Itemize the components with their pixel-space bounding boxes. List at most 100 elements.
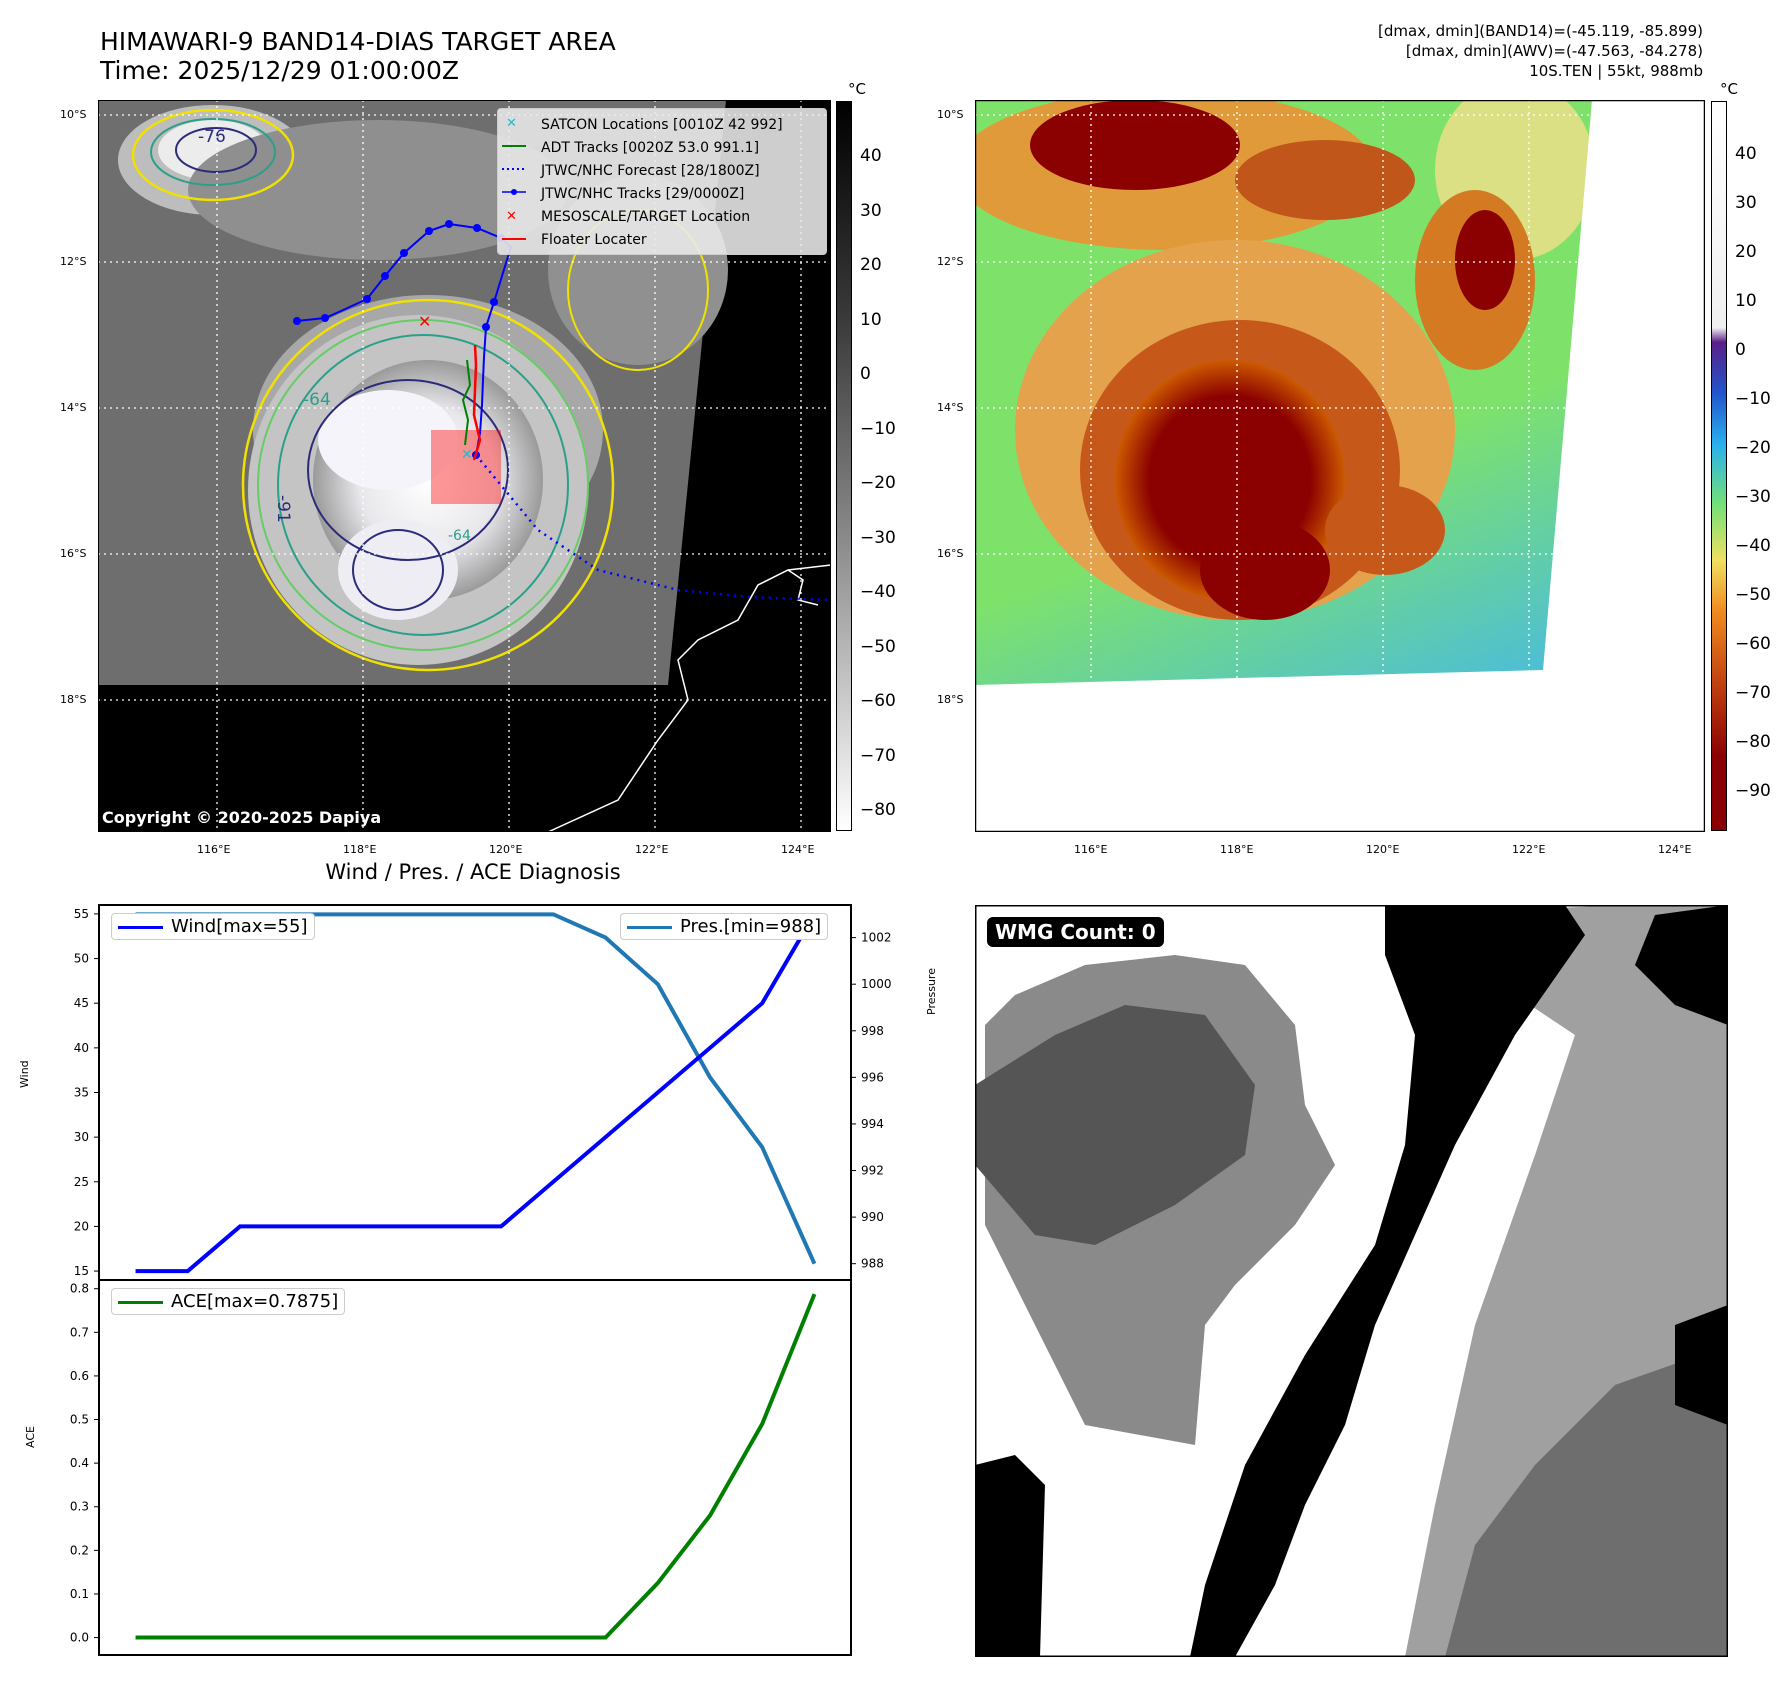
wind-legend-swatch bbox=[118, 925, 163, 929]
ace-ytick-label: 0.8 bbox=[70, 1282, 89, 1296]
lat-label: 16°S bbox=[937, 547, 964, 560]
pressure-ytick-label: 998 bbox=[861, 1024, 884, 1038]
colorbar-gray-tick: −40 bbox=[860, 582, 896, 602]
wmg-region bbox=[1445, 1345, 1728, 1657]
colorbar-color bbox=[1711, 101, 1727, 831]
colorbar-color-tick: 20 bbox=[1735, 242, 1757, 262]
pressure-ytick-label: 996 bbox=[861, 1070, 884, 1084]
lat-label: 16°S bbox=[60, 547, 87, 560]
wind-ytick-label: 30 bbox=[74, 1130, 89, 1144]
contour-label: -91 bbox=[273, 495, 293, 523]
colorbar-color-ticks: 40 30 20 10 0 −10 −20 −30 −40 −50 −60 −70 −80 −90 bbox=[1735, 101, 1775, 831]
lon-label: 124°E bbox=[1658, 843, 1692, 856]
legend-floater: Floater Locater bbox=[541, 232, 647, 248]
ace-ytick-label: 0.3 bbox=[70, 1500, 89, 1514]
coastline bbox=[547, 564, 831, 832]
contour-label: -64 bbox=[303, 390, 331, 410]
wind-ytick-label: 20 bbox=[74, 1219, 89, 1233]
colorbar-unit: °C bbox=[1720, 80, 1738, 98]
pres-legend: Pres.[min=988] bbox=[620, 913, 829, 940]
ace-ytick-label: 0.1 bbox=[70, 1587, 89, 1601]
adt-track bbox=[461, 359, 472, 446]
copyright: Copyright © 2020-2025 Dapiya bbox=[102, 808, 382, 827]
pressure-ytick-label: 990 bbox=[861, 1210, 884, 1224]
awv-map bbox=[975, 100, 1705, 832]
colorbar-color-tick: −90 bbox=[1735, 781, 1771, 801]
pres-legend-label: Pres.[min=988] bbox=[680, 916, 822, 937]
pressure-ytick-label: 994 bbox=[861, 1117, 884, 1131]
colorbar-gray-tick: −50 bbox=[860, 636, 896, 657]
svg-text:✕: ✕ bbox=[506, 116, 517, 131]
floater-locater bbox=[472, 344, 482, 461]
wmg-count: WMG Count: 0 bbox=[987, 917, 1164, 947]
pres-legend-swatch bbox=[627, 925, 672, 929]
lat-label: 14°S bbox=[60, 401, 87, 414]
figure-title: HIMAWARI-9 BAND14-DIAS TARGET AREA bbox=[100, 27, 616, 56]
colorbar-color-tick: 30 bbox=[1735, 193, 1757, 213]
contour-label: -76 bbox=[198, 127, 226, 147]
lat-label: 12°S bbox=[937, 255, 964, 268]
legend-satcon: SATCON Locations [0010Z 42 992] bbox=[541, 117, 783, 133]
legend-jtwc-track: JTWC/NHC Tracks [29/0000Z] bbox=[541, 186, 745, 202]
jtwc-forecast bbox=[475, 454, 831, 602]
svg-text:✕: ✕ bbox=[506, 209, 517, 224]
ace-ylabel: ACE bbox=[24, 1426, 37, 1448]
diagnosis-title: Wind / Pres. / ACE Diagnosis bbox=[325, 860, 621, 884]
colorbar-gray-tick: 10 bbox=[860, 309, 882, 330]
colorbar-color-tick: −50 bbox=[1735, 585, 1771, 605]
target-marker: ✕ bbox=[418, 312, 431, 331]
jtwc-track bbox=[296, 222, 513, 456]
lon-label: 120°E bbox=[489, 843, 523, 856]
wmg-region bbox=[975, 1005, 1255, 1245]
lat-label: 12°S bbox=[60, 255, 87, 268]
wind-ytick-label: 45 bbox=[74, 996, 89, 1010]
lon-label: 122°E bbox=[1512, 843, 1546, 856]
wind-ytick-label: 40 bbox=[74, 1041, 89, 1055]
lat-label: 18°S bbox=[60, 693, 87, 706]
colorbar-color-tick: 0 bbox=[1735, 340, 1746, 360]
colorbar-color-tick: −60 bbox=[1735, 634, 1771, 654]
colorbar-gray-tick: −70 bbox=[860, 745, 896, 766]
legend-forecast: JTWC/NHC Forecast [28/1800Z] bbox=[541, 163, 760, 179]
colorbar-color-tick: −20 bbox=[1735, 438, 1771, 458]
ace-ytick-label: 0.5 bbox=[70, 1413, 89, 1427]
wmg-panel: WMG Count: 0 bbox=[975, 905, 1728, 1657]
lat-label: 10°S bbox=[60, 108, 87, 121]
lon-label: 118°E bbox=[1220, 843, 1254, 856]
lon-label: 116°E bbox=[197, 843, 231, 856]
colorbar-gray-tick: 30 bbox=[860, 200, 882, 221]
lon-label: 116°E bbox=[1074, 843, 1108, 856]
lon-label: 124°E bbox=[781, 843, 815, 856]
wind-ytick-label: 55 bbox=[74, 907, 89, 921]
legend-adt: ADT Tracks [0020Z 53.0 991.1] bbox=[541, 140, 760, 156]
wind-ytick-label: 50 bbox=[74, 952, 89, 966]
contour-label: -64 bbox=[448, 528, 471, 544]
colorbar-gray-tick: −30 bbox=[860, 527, 896, 548]
colorbar-gray-tick: 0 bbox=[860, 364, 871, 384]
diagnosis-charts: 15 20 25 30 35 40 45 50 55 988 990 992 994 996 998 1000… bbox=[0, 895, 950, 1685]
ace-ytick-label: 0.0 bbox=[70, 1631, 89, 1645]
ace-frame bbox=[98, 1279, 852, 1656]
colorbar-gray bbox=[836, 101, 852, 831]
ace-ytick-label: 0.6 bbox=[70, 1369, 89, 1383]
wmg-region bbox=[1190, 905, 1585, 1657]
wind-ytick-label: 25 bbox=[74, 1175, 89, 1189]
colorbar-color-tick: 40 bbox=[1735, 144, 1757, 164]
wind-line bbox=[135, 912, 817, 1274]
colorbar-gray-tick: −60 bbox=[860, 691, 896, 711]
lat-label: 18°S bbox=[937, 693, 964, 706]
colorbar-gray-tick: −80 bbox=[860, 800, 896, 820]
info-line-2: [dmax, dmin](AWV)=(-47.563, -84.278) bbox=[1405, 42, 1703, 60]
lon-label: 118°E bbox=[343, 843, 377, 856]
ace-legend: ACE[max=0.7875] bbox=[111, 1288, 346, 1315]
jtwc-track-points bbox=[293, 220, 505, 459]
colorbar-color-tick: 10 bbox=[1735, 291, 1757, 311]
wind-ytick-label: 35 bbox=[74, 1086, 89, 1100]
lon-label: 122°E bbox=[635, 843, 669, 856]
colorbar-gray-ticks: 40 30 20 10 0 −10 −20 −30 −40 −50 −60 −70 −80 bbox=[860, 101, 900, 831]
ace-legend-label: ACE[max=0.7875] bbox=[171, 1291, 339, 1312]
ace-ytick-label: 0.4 bbox=[70, 1456, 89, 1470]
colorbar-color-tick: −10 bbox=[1735, 389, 1771, 409]
pressure-ytick-label: 992 bbox=[861, 1164, 884, 1178]
time-label: Time: 2025/12/29 01:00:00Z bbox=[100, 56, 459, 85]
